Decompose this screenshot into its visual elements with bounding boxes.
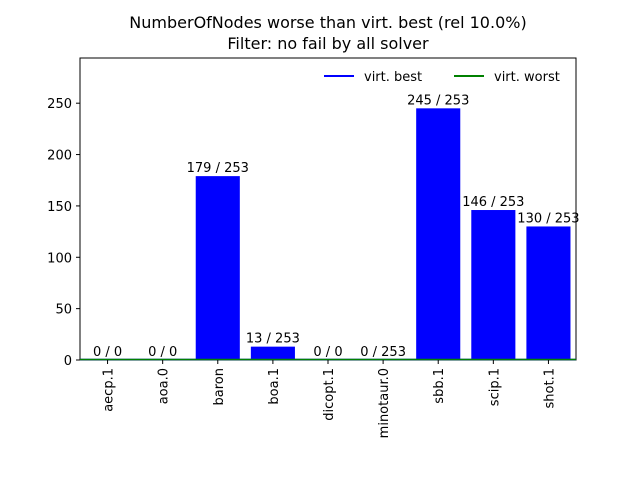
bar-value-label: 146 / 253 [462,195,524,210]
y-axis: 0 50 100 150 200 250 [47,97,80,369]
x-axis: aecp.1 aoa.0 baron boa.1 dicopt.1 minotaur.0 s… [102,360,557,438]
x-tick-label: baron [212,368,227,405]
y-tick-label: 150 [47,200,72,215]
chart-title: NumberOfNodes worse than virt. best (rel… [129,13,526,32]
bar-value-label: 13 / 253 [246,332,300,347]
x-tick-label: minotaur.0 [377,368,392,438]
x-tick-label: shot.1 [542,368,557,408]
x-tick-label: aoa.0 [157,368,172,404]
x-tick-label: dicopt.1 [322,368,337,421]
y-tick-label: 250 [47,97,72,112]
bar-boa.1 [250,346,295,360]
y-tick-label: 50 [55,303,72,318]
x-tick-label: aecp.1 [102,368,117,412]
bar-value-label: 0 / 0 [313,345,342,360]
legend-label: virt. best [364,70,422,85]
bar-value-label: 0 / 0 [93,345,122,360]
bar-scip.1 [471,210,516,360]
x-tick-label: sbb.1 [432,368,447,404]
bar-value-label: 245 / 253 [407,93,469,108]
legend: virt. best virt. worst [324,70,560,85]
bar-value-label: 179 / 253 [187,161,249,176]
bars-group [195,108,571,360]
bar-value-label: 130 / 253 [517,211,579,226]
bar-baron [195,176,240,360]
bar-value-label: 0 / 253 [360,345,406,360]
y-tick-label: 200 [47,149,72,164]
bar-shot.1 [526,226,571,360]
x-tick-label: scip.1 [487,368,502,406]
y-tick-label: 100 [47,251,72,266]
x-tick-label: boa.1 [267,368,282,405]
chart-subtitle: Filter: no fail by all solver [227,34,429,53]
bar-labels-group: 0 / 0 0 / 0 179 / 253 13 / 253 0 / 0 0 / 253 2… [93,93,580,360]
legend-label: virt. worst [494,70,560,85]
bar-value-label: 0 / 0 [148,345,177,360]
bar-sbb.1 [416,108,461,360]
y-tick-label: 0 [64,354,72,369]
